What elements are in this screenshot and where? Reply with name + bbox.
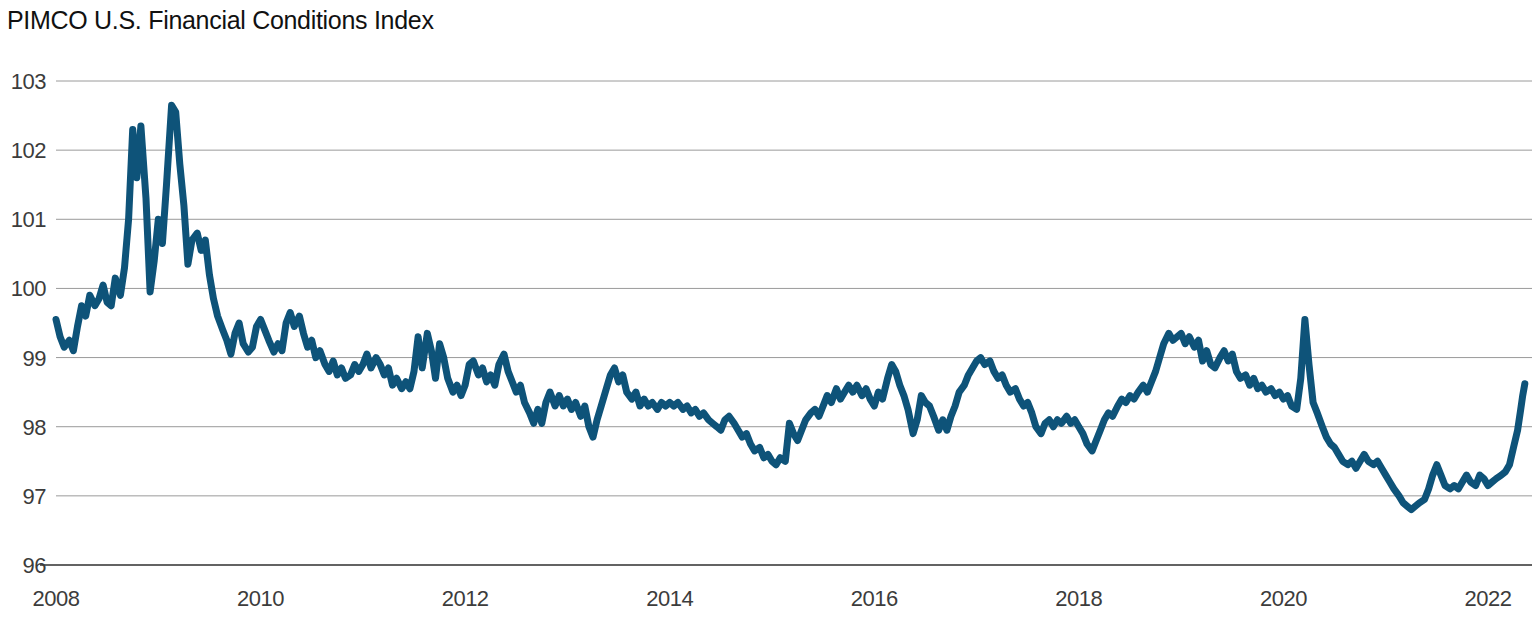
- y-tick-label: 100: [11, 276, 46, 301]
- x-tick-label: 2010: [237, 586, 284, 611]
- index-series-path: [56, 105, 1525, 510]
- financial-conditions-line-chart: 96 97 98 99 100 101 102 103 2008 2010 2012 2014 201…: [0, 0, 1532, 620]
- y-tick-label: 97: [23, 484, 47, 509]
- series-line: [56, 105, 1525, 510]
- y-axis-labels: 96 97 98 99 100 101 102 103: [11, 69, 46, 578]
- x-tick-label: 2018: [1055, 586, 1102, 611]
- x-tick-label: 2022: [1464, 586, 1511, 611]
- y-tick-label: 98: [23, 415, 47, 440]
- x-axis-labels: 2008 2010 2012 2014 2016 2018 2020 2022: [33, 586, 1512, 611]
- y-tick-label: 96: [23, 553, 47, 578]
- x-tick-label: 2020: [1260, 586, 1307, 611]
- x-tick-label: 2014: [646, 586, 693, 611]
- page: { "title": "PIMCO U.S. Financial Conditi…: [0, 0, 1532, 620]
- y-tick-label: 101: [11, 207, 46, 232]
- y-tick-label: 99: [23, 346, 47, 371]
- x-tick-label: 2008: [33, 586, 80, 611]
- x-tick-label: 2016: [851, 586, 898, 611]
- y-tick-label: 103: [11, 69, 46, 94]
- y-tick-label: 102: [11, 138, 46, 163]
- x-tick-label: 2012: [442, 586, 489, 611]
